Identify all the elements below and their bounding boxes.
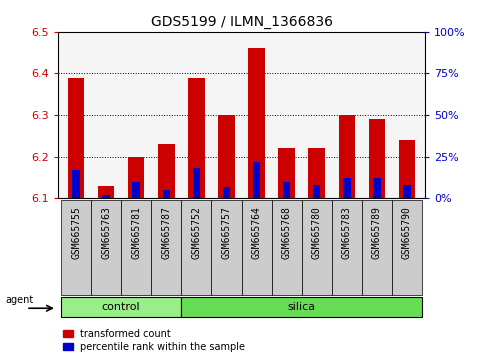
Text: GSM665787: GSM665787 xyxy=(161,206,171,259)
Text: GSM665768: GSM665768 xyxy=(282,206,292,259)
Bar xyxy=(242,200,271,295)
Bar xyxy=(181,297,422,318)
Bar xyxy=(181,200,212,295)
Bar xyxy=(302,200,332,295)
Bar xyxy=(193,168,200,198)
Bar xyxy=(223,187,230,198)
Bar xyxy=(212,200,242,295)
Bar xyxy=(218,115,235,198)
Bar xyxy=(158,144,174,198)
Text: GSM665781: GSM665781 xyxy=(131,206,141,259)
Title: GDS5199 / ILMN_1366836: GDS5199 / ILMN_1366836 xyxy=(151,16,332,29)
Bar xyxy=(61,200,91,295)
Bar xyxy=(188,78,205,198)
Text: GSM665757: GSM665757 xyxy=(222,206,231,259)
Bar xyxy=(98,186,114,198)
Text: GSM665783: GSM665783 xyxy=(342,206,352,259)
Text: GSM665763: GSM665763 xyxy=(101,206,111,259)
Text: GSM665790: GSM665790 xyxy=(402,206,412,259)
Bar xyxy=(332,200,362,295)
Bar xyxy=(162,190,170,198)
Bar xyxy=(313,185,321,198)
Text: GSM665780: GSM665780 xyxy=(312,206,322,259)
Bar xyxy=(102,195,110,198)
Bar xyxy=(343,178,351,198)
Text: GSM665755: GSM665755 xyxy=(71,206,81,259)
Bar xyxy=(271,200,302,295)
Text: GSM665752: GSM665752 xyxy=(191,206,201,259)
Bar xyxy=(278,148,295,198)
Bar xyxy=(151,200,181,295)
Bar xyxy=(128,156,144,198)
Text: GSM665764: GSM665764 xyxy=(252,206,261,259)
Legend: transformed count, percentile rank within the sample: transformed count, percentile rank withi… xyxy=(63,329,245,352)
Bar xyxy=(369,119,385,198)
Text: silica: silica xyxy=(287,302,316,312)
Bar xyxy=(248,48,265,198)
Bar xyxy=(132,182,140,198)
Bar xyxy=(253,162,260,198)
Bar xyxy=(398,140,415,198)
Text: agent: agent xyxy=(6,295,34,305)
Bar xyxy=(362,200,392,295)
Bar xyxy=(283,182,290,198)
Bar xyxy=(61,297,181,318)
Bar xyxy=(309,148,325,198)
Bar xyxy=(121,200,151,295)
Bar xyxy=(339,115,355,198)
Bar xyxy=(91,200,121,295)
Bar xyxy=(403,185,411,198)
Bar xyxy=(72,170,80,198)
Text: GSM665789: GSM665789 xyxy=(372,206,382,259)
Bar xyxy=(68,78,85,198)
Bar xyxy=(373,178,381,198)
Text: control: control xyxy=(102,302,141,312)
Bar xyxy=(392,200,422,295)
